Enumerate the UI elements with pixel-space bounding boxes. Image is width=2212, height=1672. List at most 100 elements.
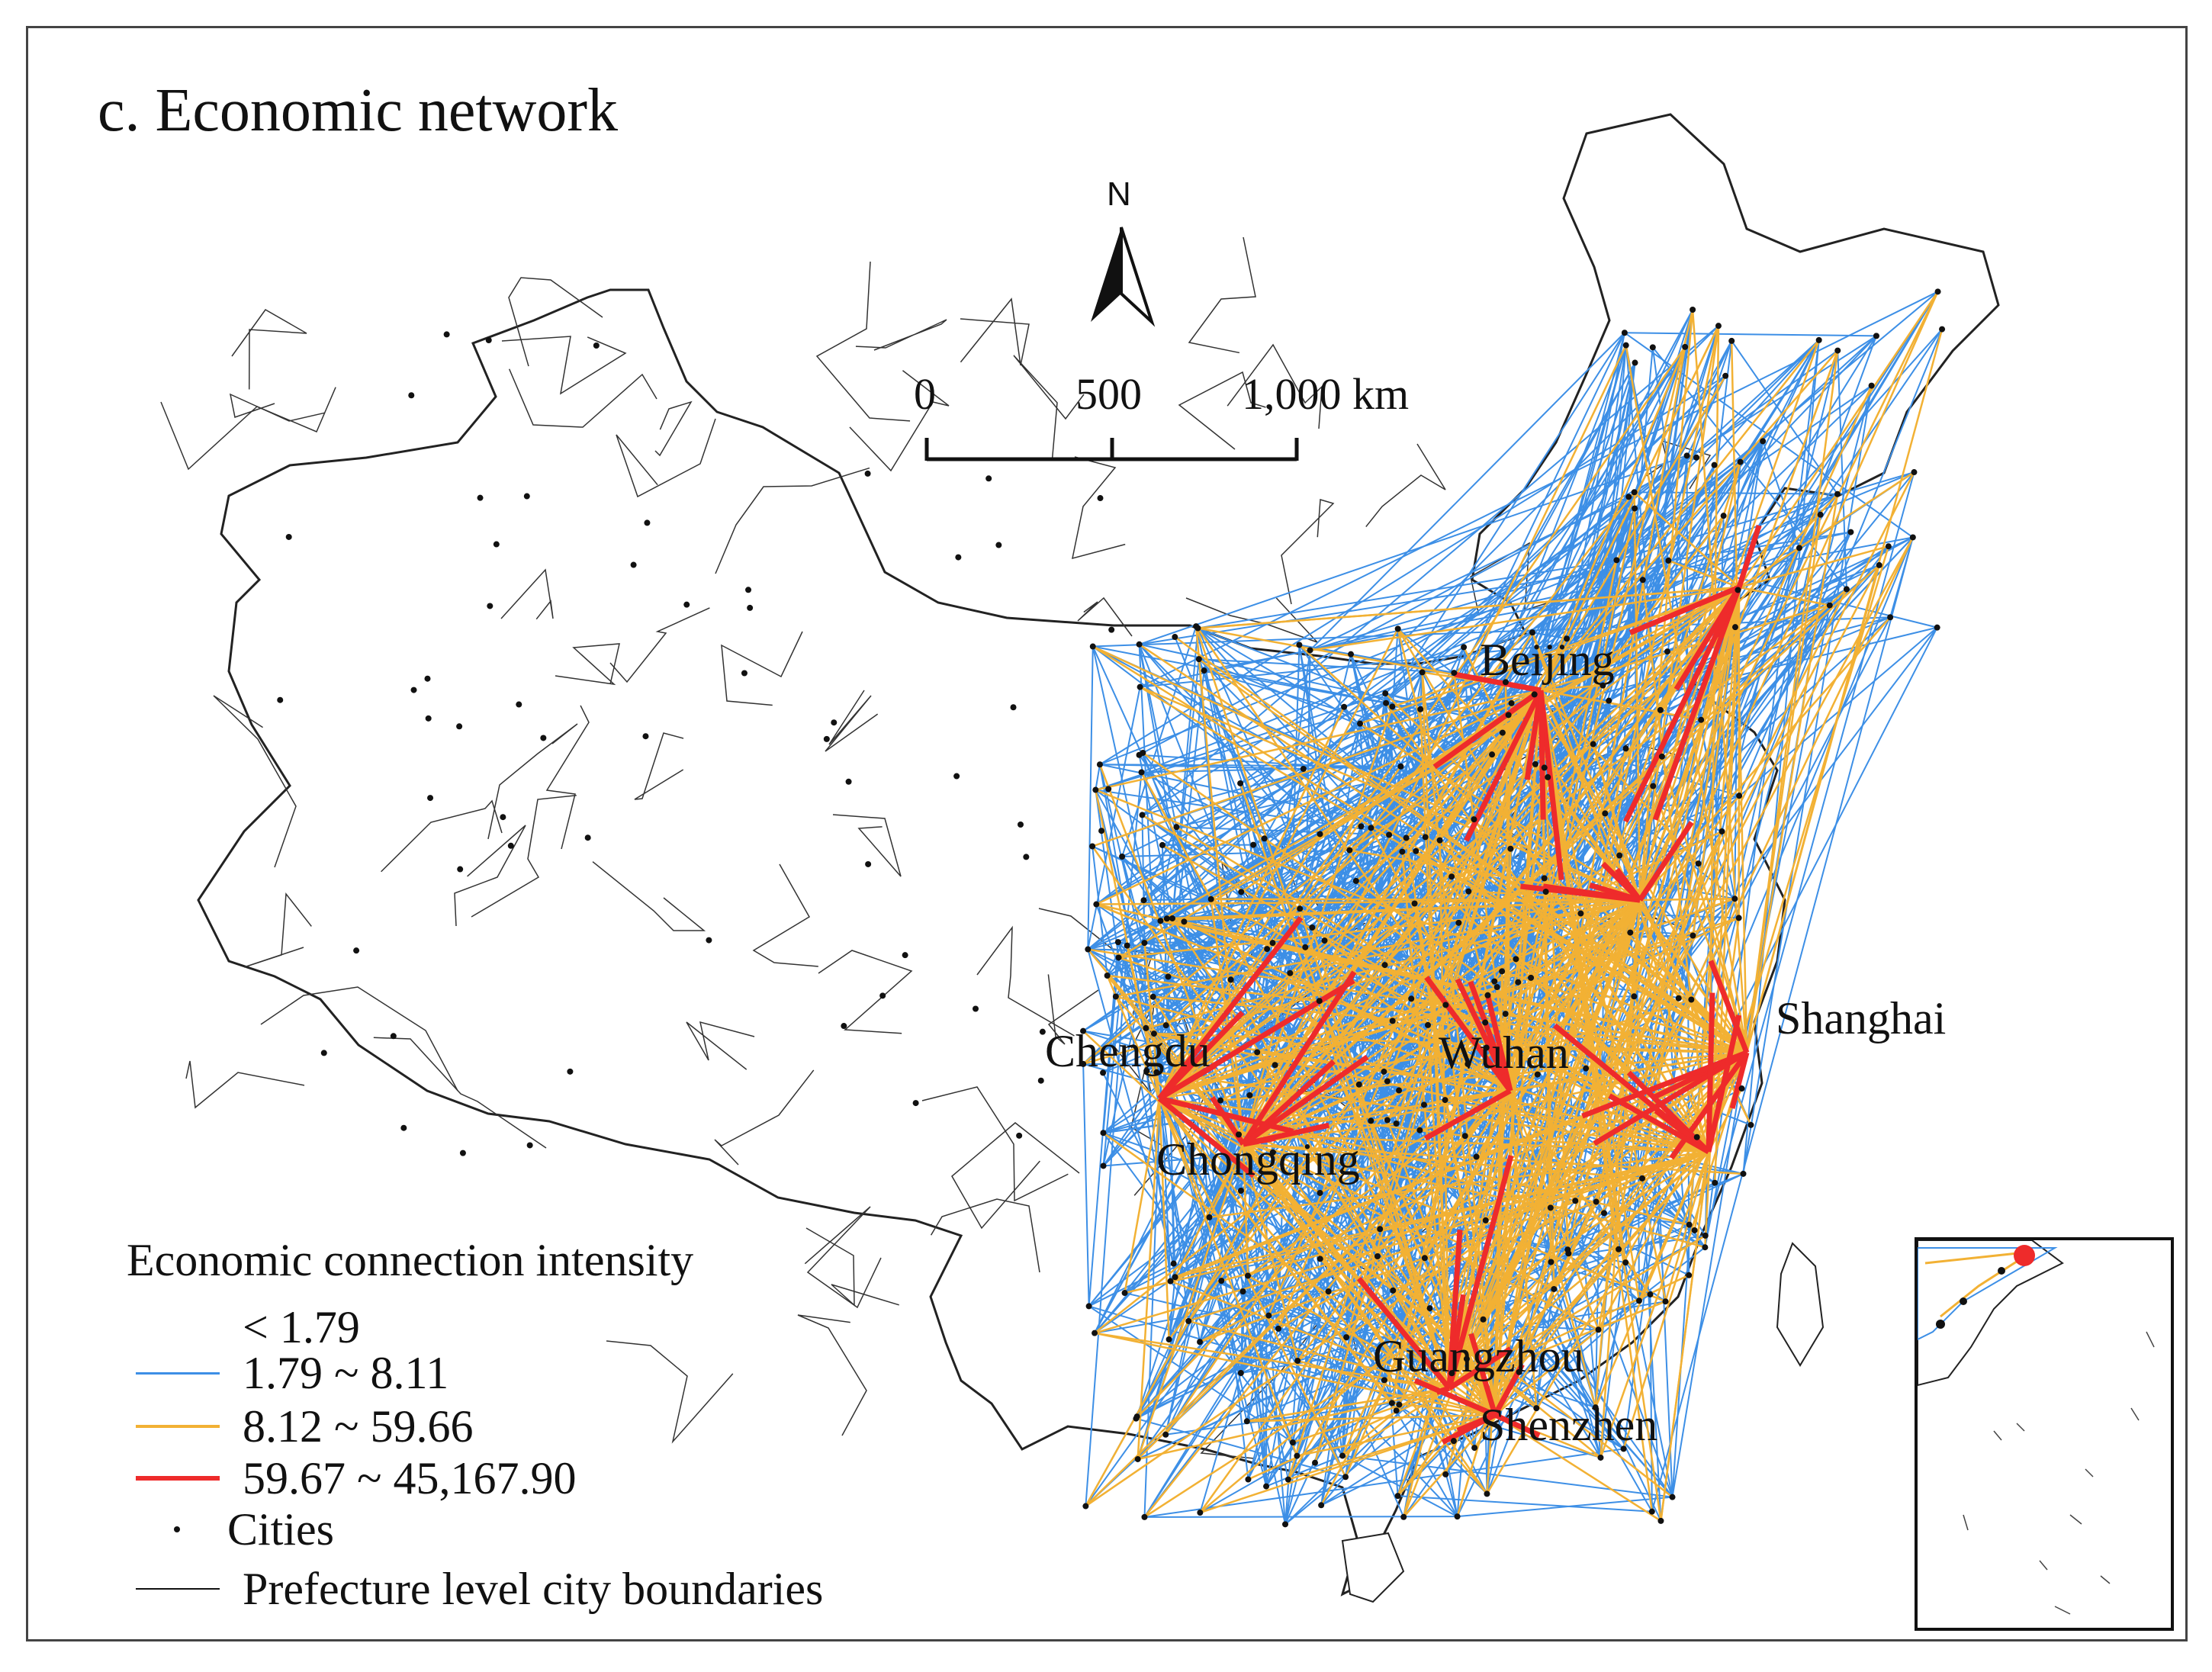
boundary-line [855, 319, 947, 351]
city-dot [1254, 1049, 1261, 1056]
network-link [1299, 644, 1455, 674]
network-link [1159, 1097, 1666, 1303]
boundary-line [555, 643, 620, 686]
city-dot [1712, 1179, 1718, 1186]
city-dot [1393, 1407, 1400, 1414]
network-link [1304, 946, 1511, 1092]
city-dot [1341, 703, 1348, 710]
network-link [1158, 1098, 1298, 1457]
legend-label-class-4: 59.67 ~ 45,167.90 [243, 1452, 577, 1503]
city-dot [1622, 1259, 1629, 1266]
network-link [1082, 1063, 1090, 1307]
boundary-line [508, 277, 603, 367]
boundary-line [721, 631, 803, 706]
city-dot [477, 494, 484, 501]
network-link [1448, 471, 1915, 1389]
network-link [1143, 918, 1168, 1517]
boundary-line [752, 863, 818, 967]
city-dot [1317, 1256, 1323, 1262]
city-dot [1436, 837, 1443, 844]
legend-row-class-2: 1.79 ~ 8.11 [136, 1346, 449, 1400]
network-link [1454, 671, 1542, 693]
city-dot [1272, 1062, 1278, 1069]
boundary-line [381, 799, 503, 873]
city-dot [1243, 1418, 1250, 1425]
city-dot [1720, 513, 1727, 519]
legend-row-boundaries: Prefecture level city boundaries [136, 1562, 823, 1616]
network-link [1615, 867, 1642, 902]
boundary-line [213, 695, 297, 868]
boundary-line [804, 1206, 882, 1309]
network-link [1099, 559, 1617, 766]
network-link [1139, 531, 1851, 645]
city-dot [1339, 1452, 1346, 1459]
network-link [1539, 375, 1727, 691]
network-link [1441, 1412, 1497, 1445]
network-link [1509, 1090, 1600, 1330]
city-dot [493, 541, 500, 548]
network-link [1203, 670, 1329, 1292]
network-link [1468, 1333, 1498, 1416]
city-dot [353, 947, 360, 954]
city-dot [1357, 720, 1364, 727]
city-dot [1080, 1060, 1087, 1067]
network-link [1138, 643, 1747, 1054]
city-dot [1455, 919, 1462, 926]
city-dot [1010, 704, 1017, 711]
network-link [1247, 1275, 1496, 1416]
city-dot [459, 1150, 466, 1156]
city-dot [1483, 1044, 1490, 1051]
network-link [1641, 1178, 1662, 1521]
city-dot [1282, 1521, 1289, 1528]
network-link [1174, 1143, 1245, 1278]
city-dot [540, 735, 547, 741]
city-dot [902, 952, 908, 959]
boundary-line [229, 393, 326, 422]
city-dot [1693, 1133, 1700, 1140]
legend-row-cities: Cities [136, 1503, 334, 1556]
network-link [1424, 976, 1513, 1093]
city-dot [1639, 1175, 1646, 1182]
city-dot [1112, 993, 1119, 1000]
city-dot [1502, 679, 1509, 686]
city-dot [1669, 1494, 1676, 1500]
city-dot [1622, 342, 1629, 349]
city-dot [1528, 974, 1535, 981]
network-link [1198, 559, 1617, 629]
city-dot [1463, 1355, 1470, 1362]
scale-bar [924, 438, 1299, 461]
network-link [1310, 586, 1740, 651]
network-link [1736, 524, 1762, 589]
city-dot [1691, 1227, 1698, 1233]
network-link [1135, 899, 1641, 1420]
network-link [1595, 548, 1800, 1202]
network-link [1639, 616, 1892, 901]
network-link [1432, 688, 1543, 770]
network-link [1738, 586, 1831, 606]
network-link [1092, 846, 1108, 976]
city-dot [516, 701, 522, 708]
network-link [1082, 1030, 1496, 1416]
city-dot [1419, 669, 1426, 676]
city-dot [1141, 1513, 1148, 1520]
city-dot [1747, 1121, 1754, 1128]
city-dot [1442, 1002, 1449, 1008]
network-link [1137, 1098, 1161, 1460]
city-dot [1400, 1513, 1407, 1520]
city-dot [1172, 634, 1178, 641]
city-dot [1239, 1288, 1246, 1295]
city-dot [1368, 825, 1374, 831]
city-dot [1237, 780, 1244, 786]
city-dot [485, 337, 492, 344]
city-dot [427, 795, 434, 802]
network-link [1391, 1402, 1496, 1416]
network-link [1124, 1098, 1161, 1294]
network-link [1401, 851, 1451, 1389]
boundary-line [1047, 974, 1099, 1045]
boundary-line [818, 950, 913, 1034]
boundary-line [185, 1060, 305, 1109]
network-link [1423, 1088, 1512, 1141]
city-dot [424, 675, 431, 682]
city-dot [507, 842, 514, 849]
